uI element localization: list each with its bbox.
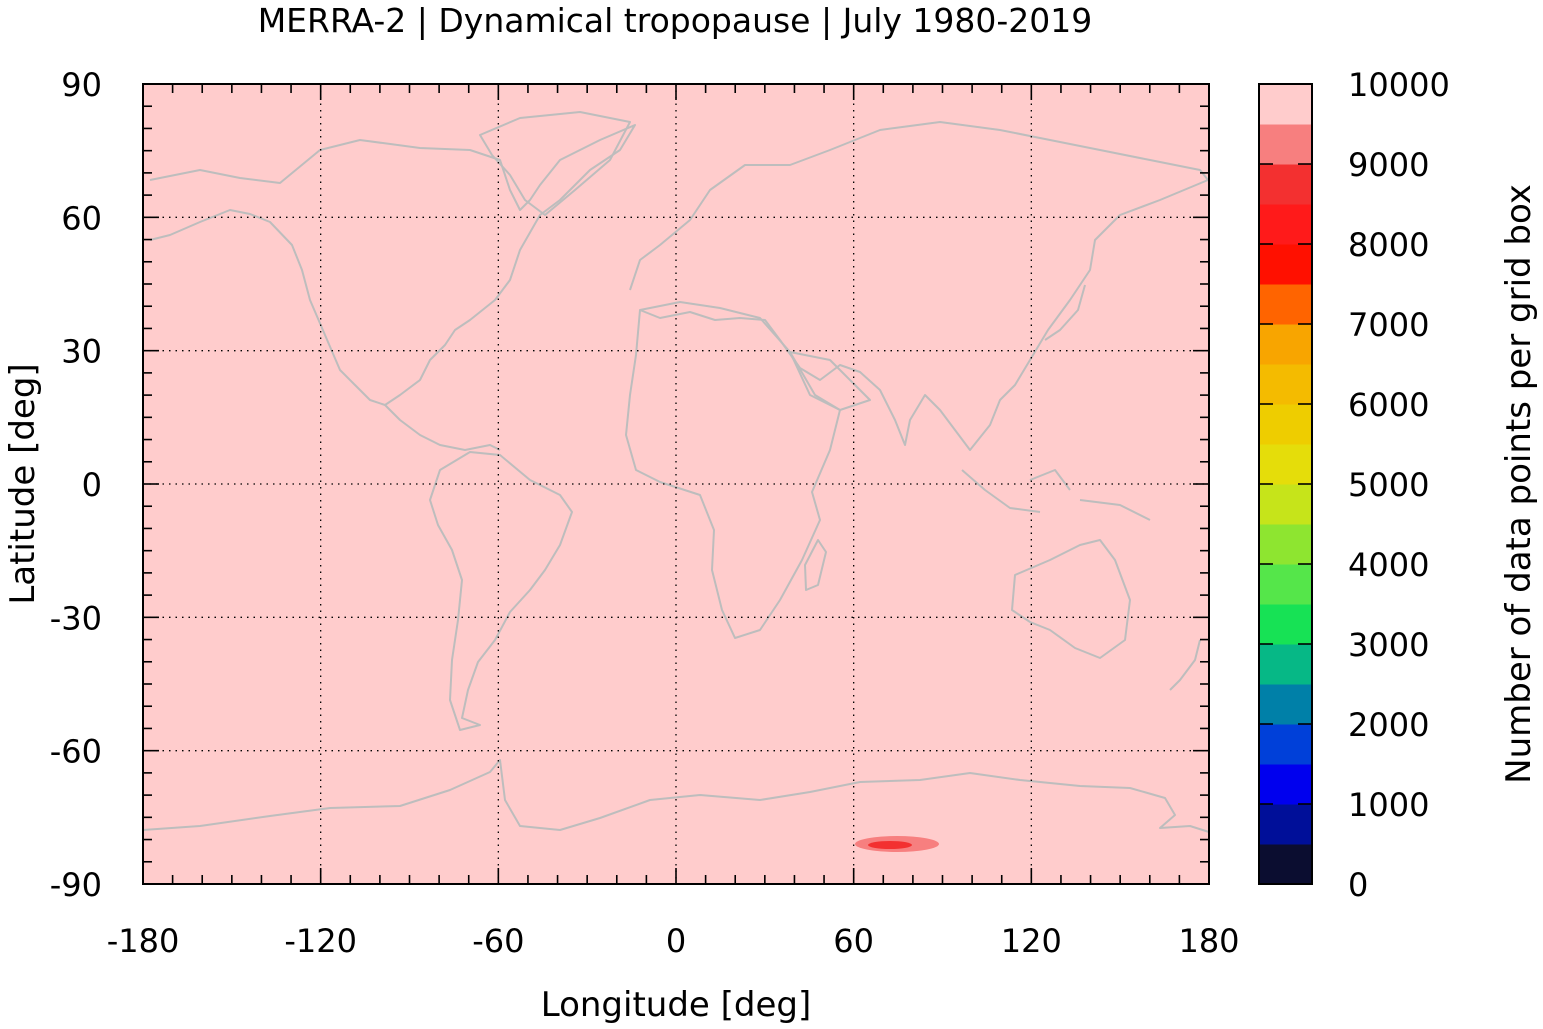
x-tick-labels: -180 -120 -60 0 60 120 180 (107, 922, 1240, 960)
colorbar-level-5 (1259, 644, 1312, 685)
y-tick-label-3: 0 (82, 466, 102, 504)
colorbar-tick-labels: 0 1000 2000 3000 4000 5000 6000 7000 8000 9000 100… (1348, 66, 1450, 904)
colorbar-tick-label-5: 5000 (1348, 466, 1429, 504)
map-frame (142, 83, 1210, 885)
colorbar-tick-label-6: 6000 (1348, 386, 1429, 424)
colorbar-level-0 (1259, 844, 1312, 885)
coastline-japan (1044, 284, 1086, 341)
colorbar-tick-label-7: 7000 (1348, 306, 1429, 344)
y-tick-label-2: 30 (61, 333, 102, 371)
y-tick-label-6: -90 (50, 866, 102, 904)
x-tick-label-3: 0 (666, 922, 686, 960)
coastline-south-america (429, 451, 573, 731)
x-tick-label-0: -180 (107, 922, 180, 960)
colorbar-level-15 (1259, 244, 1312, 285)
colorbar-label: Number of data points per grid box (1499, 184, 1539, 784)
x-tick-label-2: -60 (472, 922, 524, 960)
x-tick-label-6: 180 (1178, 922, 1239, 960)
coastline-north-america (149, 124, 636, 406)
x-tick-label-1: -120 (284, 922, 357, 960)
anomaly-inner (868, 841, 912, 849)
colorbar-level-6 (1259, 604, 1312, 645)
colorbar-level-1 (1259, 804, 1312, 845)
coastline-arabia (789, 351, 871, 411)
y-axis-label: Latitude [deg] (3, 363, 43, 604)
coastline-madagascar (804, 539, 827, 591)
coastline-eurasia (629, 121, 1209, 451)
x-axis-label: Longitude [deg] (541, 985, 812, 1025)
colorbar-level-2 (1259, 764, 1312, 805)
coastline-new-zealand (1169, 639, 1201, 691)
coastlines (142, 111, 1210, 833)
colorbar-tick-label-10: 10000 (1348, 66, 1450, 104)
colorbar-tick-label-8: 8000 (1348, 226, 1429, 264)
colorbar-level-16 (1259, 204, 1312, 245)
colorbar-level-4 (1259, 684, 1312, 725)
colorbar-level-3 (1259, 724, 1312, 765)
map-panel (142, 83, 1210, 885)
x-tick-label-4: 60 (833, 922, 874, 960)
colorbar-tick-label-1: 1000 (1348, 786, 1429, 824)
y-tick-labels: 90 60 30 0 -30 -60 -90 (50, 66, 102, 904)
colorbar-level-7 (1259, 564, 1312, 605)
y-tick-label-0: 90 (61, 66, 102, 104)
coastline-indonesia (961, 469, 1151, 521)
chart-title: MERRA-2 | Dynamical tropopause | July 19… (258, 1, 1093, 40)
colorbar-level-13 (1259, 324, 1312, 365)
colorbar-tick-label-2: 2000 (1348, 706, 1429, 744)
colorbar-tick-label-0: 0 (1348, 866, 1368, 904)
colorbar-level-11 (1259, 404, 1312, 445)
colorbar (1258, 83, 1313, 885)
colorbar-tick-label-3: 3000 (1348, 626, 1429, 664)
colorbar-level-12 (1259, 364, 1312, 405)
colorbar-tick-label-4: 4000 (1348, 546, 1429, 584)
colorbar-level-9 (1259, 484, 1312, 525)
colorbar-level-10 (1259, 444, 1312, 485)
colorbar-level-14 (1259, 284, 1312, 325)
coastline-australia (1011, 539, 1131, 659)
coastline-greenland (479, 111, 631, 216)
colorbar-level-17 (1259, 164, 1312, 205)
colorbar-tick-label-9: 9000 (1348, 146, 1429, 184)
colorbar-level-19 (1259, 84, 1312, 125)
x-tick-label-5: 120 (1001, 922, 1062, 960)
coastline-antarctica (142, 759, 1210, 833)
colorbar-level-18 (1259, 124, 1312, 165)
gridlines (143, 84, 1209, 884)
y-tick-label-4: -30 (50, 599, 102, 637)
y-tick-label-1: 60 (61, 199, 102, 237)
colorbar-level-8 (1259, 524, 1312, 565)
y-tick-label-5: -60 (50, 733, 102, 771)
coastline-central-america (384, 404, 501, 451)
coastline-africa (625, 301, 841, 639)
